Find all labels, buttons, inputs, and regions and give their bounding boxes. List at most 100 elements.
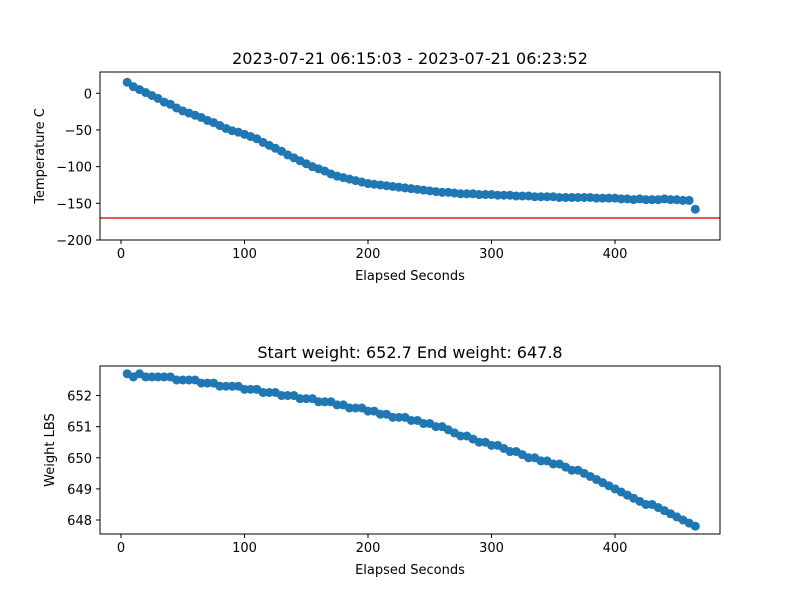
data-point	[344, 403, 354, 413]
data-points	[122, 369, 700, 531]
data-point	[363, 406, 373, 416]
data-point	[301, 394, 311, 404]
y-tick-label: 650	[67, 452, 92, 467]
x-ticks: 0 100 200 300 400	[117, 240, 628, 262]
x-tick-label: 400	[603, 247, 628, 262]
data-point	[159, 372, 169, 382]
data-point	[375, 409, 385, 419]
x-ticks: 0 100 200 300 400	[117, 534, 628, 556]
y-axis-label: Temperature C	[33, 108, 48, 205]
data-point	[456, 431, 466, 441]
weight-chart: Start weight: 652.7 End weight: 647.8 64…	[43, 343, 721, 578]
x-tick-label: 400	[603, 541, 628, 556]
data-point	[579, 192, 589, 202]
chart-title: 2023-07-21 06:15:03 - 2023-07-21 06:23:5…	[232, 49, 588, 68]
data-point	[431, 422, 441, 432]
data-points	[122, 77, 700, 214]
data-point	[258, 387, 268, 397]
data-point	[530, 192, 540, 202]
data-point	[437, 187, 447, 197]
data-point	[277, 391, 287, 401]
y-ticks: 0 −50 −100 −150 −200	[56, 87, 100, 249]
data-point	[493, 190, 503, 200]
y-tick-label: −50	[65, 124, 92, 139]
data-point	[567, 465, 577, 475]
x-tick-label: 300	[479, 541, 504, 556]
data-point	[548, 459, 558, 469]
data-point	[616, 194, 626, 204]
x-tick-label: 0	[117, 541, 125, 556]
y-tick-label: 652	[67, 390, 92, 405]
data-point	[536, 456, 546, 466]
data-point	[153, 372, 163, 382]
y-axis-label: Weight LBS	[43, 413, 58, 487]
data-point	[573, 192, 583, 202]
data-point	[511, 191, 521, 201]
y-tick-label: 649	[67, 483, 92, 498]
y-tick-label: −200	[56, 234, 92, 249]
data-point	[604, 193, 614, 203]
data-point	[554, 192, 564, 202]
data-point	[295, 394, 305, 404]
data-point	[641, 195, 651, 205]
y-ticks: 648 649 650 651 652	[67, 390, 100, 529]
data-point	[406, 415, 416, 425]
x-tick-label: 100	[232, 541, 257, 556]
data-point	[240, 384, 250, 394]
data-point	[536, 192, 546, 202]
data-point	[202, 378, 212, 388]
data-point	[487, 440, 497, 450]
data-point	[227, 381, 237, 391]
chart-title: Start weight: 652.7 End weight: 647.8	[257, 343, 562, 362]
data-point	[178, 375, 188, 385]
data-point	[264, 387, 274, 397]
data-point	[314, 397, 324, 407]
x-axis-label: Elapsed Seconds	[355, 269, 465, 284]
data-point	[690, 521, 700, 531]
y-tick-label: −150	[56, 197, 92, 212]
data-point	[283, 391, 293, 401]
y-tick-label: 0	[84, 87, 92, 102]
data-point	[456, 189, 466, 199]
data-point	[320, 397, 330, 407]
data-point	[215, 381, 225, 391]
data-point	[666, 195, 676, 205]
data-point	[480, 190, 490, 200]
data-point	[332, 400, 342, 410]
data-point	[184, 375, 194, 385]
data-point	[684, 195, 694, 205]
data-point	[678, 195, 688, 205]
data-point	[690, 204, 700, 214]
x-tick-label: 0	[117, 247, 125, 262]
plot-frame	[99, 71, 721, 241]
x-tick-label: 100	[232, 247, 257, 262]
data-point	[147, 372, 157, 382]
data-point	[462, 189, 472, 199]
data-point	[172, 375, 182, 385]
data-point	[567, 192, 577, 202]
data-point	[598, 193, 608, 203]
data-point	[591, 193, 601, 203]
data-point	[542, 192, 552, 202]
data-point	[474, 190, 484, 200]
y-tick-label: 651	[67, 421, 92, 436]
data-point	[517, 191, 527, 201]
x-tick-label: 300	[479, 247, 504, 262]
x-axis-label: Elapsed Seconds	[355, 563, 465, 578]
data-point	[524, 453, 534, 463]
data-point	[474, 437, 484, 447]
data-point	[647, 195, 657, 205]
data-point	[196, 378, 206, 388]
data-point	[505, 447, 515, 457]
data-point	[641, 499, 651, 509]
plot-frame	[99, 365, 721, 535]
data-point	[394, 412, 404, 422]
data-point	[221, 381, 231, 391]
data-point	[351, 403, 361, 413]
data-point	[561, 192, 571, 202]
x-tick-label: 200	[356, 541, 381, 556]
temperature-chart: 2023-07-21 06:15:03 - 2023-07-21 06:23:5…	[33, 49, 721, 284]
data-point	[388, 412, 398, 422]
data-point	[499, 190, 509, 200]
